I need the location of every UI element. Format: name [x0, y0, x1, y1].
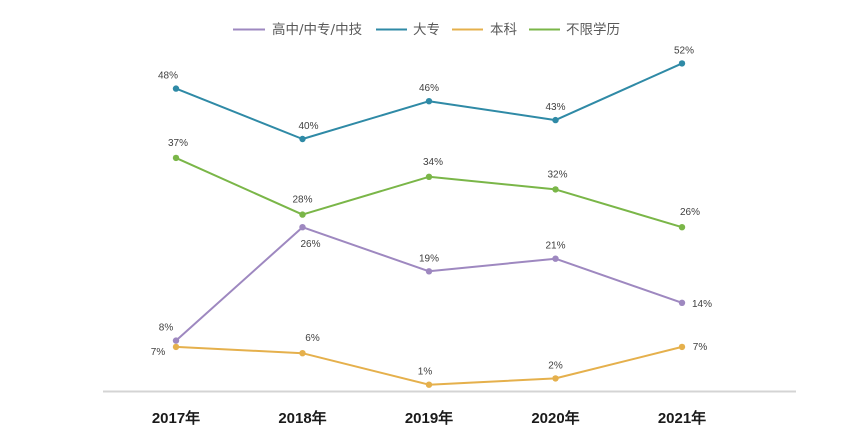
data-point-high-school-vocational-2018 [299, 224, 306, 231]
data-point-junior-college-2017 [172, 85, 180, 92]
data-point-junior-college-2021 [678, 60, 686, 67]
data-label-bachelor-2017: 7% [151, 347, 166, 358]
data-label-no-requirement-2021: 26% [680, 207, 700, 218]
data-point-high-school-vocational-2021 [678, 299, 686, 306]
data-label-bachelor-2021: 7% [693, 342, 708, 353]
x-tick-label-2019: 2019年 [405, 409, 453, 427]
data-label-junior-college-2017: 48% [158, 71, 178, 82]
x-tick-label-2017: 2017年 [152, 409, 200, 427]
data-point-junior-college-2018 [299, 135, 306, 143]
x-tick-label-2020: 2020年 [531, 409, 579, 427]
data-label-no-requirement-2020: 32% [547, 169, 567, 180]
data-point-no-requirement-2020 [552, 186, 559, 193]
data-label-high-school-vocational-2019: 19% [419, 253, 439, 264]
legend-label-high-school-vocational: 高中/中专/中技 [272, 21, 363, 38]
data-label-no-requirement-2018: 28% [292, 195, 312, 206]
data-label-high-school-vocational-2020: 21% [545, 241, 565, 252]
series-lines [175, 62, 683, 386]
data-label-high-school-vocational-2017: 8% [159, 323, 174, 334]
x-tick-labels: 2017年 2018年 2019年 2020年 2021年 [152, 409, 706, 427]
data-label-no-requirement-2017: 37% [168, 138, 188, 149]
legend-item-junior-college: 大专 [376, 22, 440, 38]
data-label-high-school-vocational-2021: 14% [692, 299, 712, 310]
legend-item-high-school-vocational: 高中/中专/中技 [233, 21, 363, 38]
x-tick-label-2018: 2018年 [278, 409, 326, 427]
data-point-bachelor-2021 [678, 343, 686, 351]
data-point-no-requirement-2017 [172, 154, 180, 162]
data-point-no-requirement-2019 [425, 173, 433, 180]
data-point-high-school-vocational-2019 [425, 268, 433, 275]
data-label-junior-college-2020: 43% [545, 102, 565, 113]
data-labels: 8% 26% 19% 21% 14% 48% 40% 46% 43% 52% 7% 6% 1% 2% 7% 3… [151, 45, 712, 377]
x-tick-label-2021: 2021年 [658, 409, 706, 427]
legend: 高中/中专/中技 大专 本科 不限学历 [233, 21, 620, 38]
data-point-bachelor-2018 [299, 350, 306, 357]
legend-label-bachelor: 本科 [490, 22, 518, 38]
legend-label-no-requirement: 不限学历 [566, 22, 620, 38]
data-label-no-requirement-2019: 34% [423, 157, 443, 168]
series-line-high-school-vocational [175, 226, 683, 342]
data-point-bachelor-2019 [425, 381, 433, 388]
data-point-bachelor-2020 [552, 375, 559, 382]
data-label-bachelor-2018: 6% [305, 333, 320, 344]
data-point-bachelor-2017 [172, 343, 180, 351]
series-line-no-requirement [175, 156, 683, 229]
data-label-bachelor-2020: 2% [548, 360, 563, 371]
data-point-no-requirement-2018 [299, 211, 306, 218]
data-point-no-requirement-2021 [678, 224, 686, 231]
data-label-high-school-vocational-2018: 26% [300, 239, 320, 250]
legend-item-bachelor: 本科 [452, 22, 518, 38]
data-points [172, 60, 686, 388]
data-label-bachelor-2019: 1% [418, 367, 433, 378]
data-label-junior-college-2019: 46% [419, 83, 439, 94]
legend-item-no-requirement: 不限学历 [529, 22, 620, 38]
data-label-junior-college-2021: 52% [674, 45, 694, 56]
data-point-high-school-vocational-2017 [172, 337, 180, 344]
legend-label-junior-college: 大专 [413, 22, 440, 38]
data-point-junior-college-2020 [552, 116, 559, 124]
data-point-junior-college-2019 [425, 98, 433, 105]
data-label-junior-college-2018: 40% [298, 121, 318, 132]
data-point-high-school-vocational-2020 [552, 255, 559, 262]
